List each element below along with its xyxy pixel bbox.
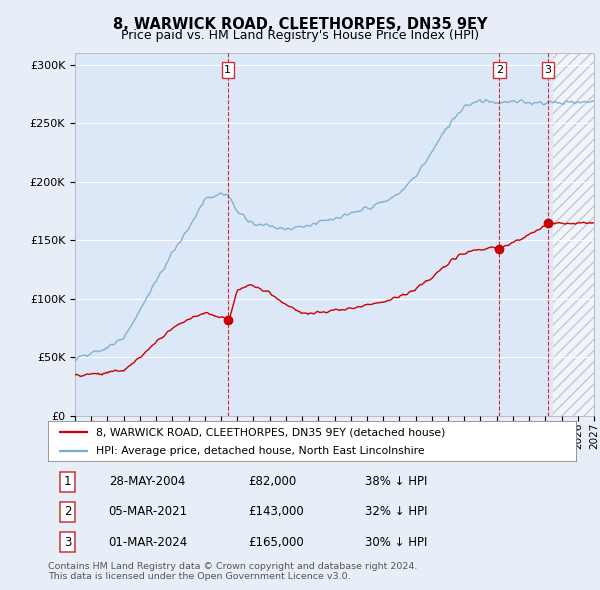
- Text: £82,000: £82,000: [248, 475, 297, 488]
- Text: 32% ↓ HPI: 32% ↓ HPI: [365, 505, 427, 519]
- Text: 30% ↓ HPI: 30% ↓ HPI: [365, 536, 427, 549]
- Text: 3: 3: [64, 536, 71, 549]
- Text: 8, WARWICK ROAD, CLEETHORPES, DN35 9EY: 8, WARWICK ROAD, CLEETHORPES, DN35 9EY: [113, 17, 487, 31]
- Text: 01-MAR-2024: 01-MAR-2024: [109, 536, 188, 549]
- Text: 3: 3: [545, 65, 551, 75]
- Text: £143,000: £143,000: [248, 505, 304, 519]
- Text: 1: 1: [64, 475, 71, 488]
- Text: 2: 2: [496, 65, 503, 75]
- Text: Price paid vs. HM Land Registry's House Price Index (HPI): Price paid vs. HM Land Registry's House …: [121, 30, 479, 42]
- Text: 28-MAY-2004: 28-MAY-2004: [109, 475, 185, 488]
- Text: 38% ↓ HPI: 38% ↓ HPI: [365, 475, 427, 488]
- Text: HPI: Average price, detached house, North East Lincolnshire: HPI: Average price, detached house, Nort…: [95, 445, 424, 455]
- Text: Contains HM Land Registry data © Crown copyright and database right 2024.
This d: Contains HM Land Registry data © Crown c…: [48, 562, 418, 581]
- Text: 05-MAR-2021: 05-MAR-2021: [109, 505, 188, 519]
- Text: 2: 2: [64, 505, 71, 519]
- Bar: [553, 53, 594, 416]
- Text: £165,000: £165,000: [248, 536, 304, 549]
- Text: 8, WARWICK ROAD, CLEETHORPES, DN35 9EY (detached house): 8, WARWICK ROAD, CLEETHORPES, DN35 9EY (…: [95, 427, 445, 437]
- Text: 1: 1: [224, 65, 231, 75]
